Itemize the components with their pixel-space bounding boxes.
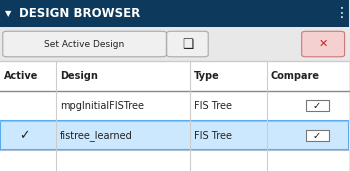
Text: DESIGN BROWSER: DESIGN BROWSER [19,7,140,20]
Text: ✕: ✕ [318,39,328,49]
Text: ⋮: ⋮ [335,6,348,20]
FancyBboxPatch shape [0,0,349,27]
FancyBboxPatch shape [167,31,208,57]
FancyBboxPatch shape [302,31,344,57]
FancyBboxPatch shape [306,130,329,141]
FancyBboxPatch shape [0,27,349,61]
Text: mpgInitialFISTree: mpgInitialFISTree [60,101,144,111]
Text: ▼: ▼ [5,9,12,18]
FancyBboxPatch shape [3,31,166,57]
Text: fistree_learned: fistree_learned [60,130,133,141]
Text: Compare: Compare [271,71,320,81]
Text: Type: Type [194,71,220,81]
Text: ✓: ✓ [19,129,30,142]
Text: FIS Tree: FIS Tree [194,101,232,111]
Text: FIS Tree: FIS Tree [194,130,232,141]
FancyBboxPatch shape [0,121,349,150]
Text: Active: Active [4,71,39,81]
Text: Set Active Design: Set Active Design [44,40,125,49]
Text: ❑: ❑ [182,37,193,51]
Text: Design: Design [60,71,98,81]
Text: ✓: ✓ [313,130,321,141]
FancyBboxPatch shape [306,100,329,111]
Text: ✓: ✓ [313,101,321,111]
FancyBboxPatch shape [0,61,349,171]
